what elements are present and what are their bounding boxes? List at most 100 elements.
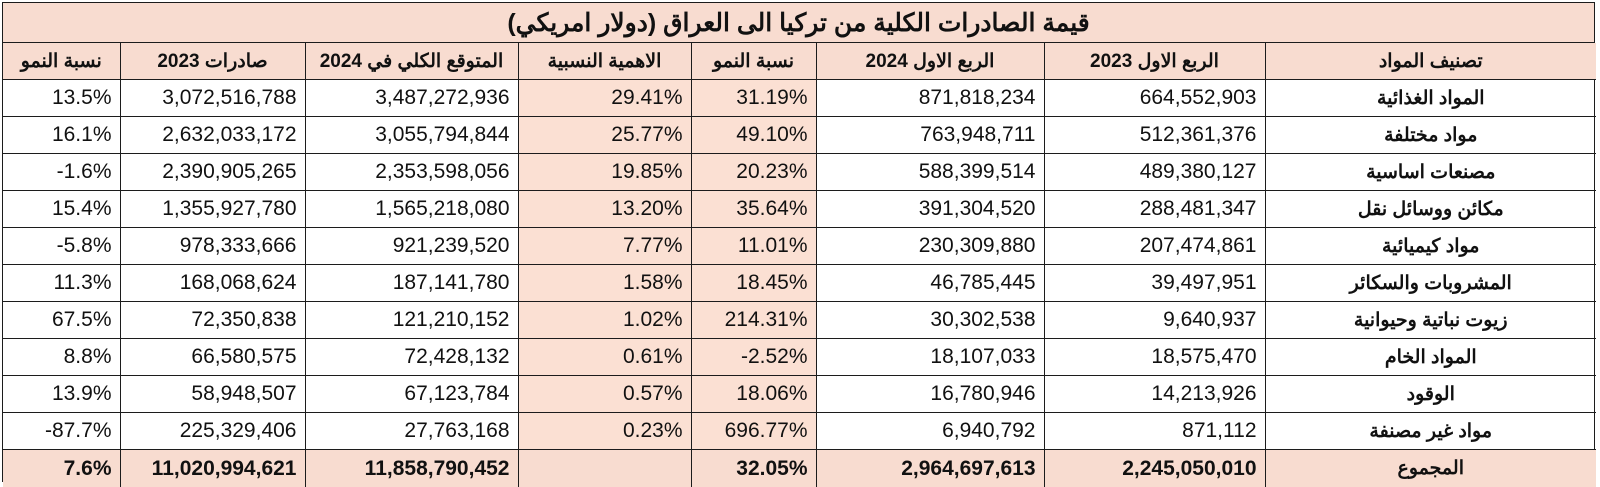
cell-growth-2023: 13.9% xyxy=(3,376,120,413)
cell-relative-importance: 7.77% xyxy=(518,228,691,265)
cell-category: المشروبات والسكائر xyxy=(1265,265,1596,302)
cell-expected-2024: 921,239,520 xyxy=(305,228,518,265)
header-exports-2023: صادرات 2023 xyxy=(120,43,305,80)
cell-category: المواد الغذائية xyxy=(1265,80,1596,117)
cell-category: مواد غير مصنفة xyxy=(1265,413,1596,450)
header-relative-importance: الاهمية النسبية xyxy=(518,43,691,80)
cell-category: الوقود xyxy=(1265,376,1596,413)
header-category: تصنيف المواد xyxy=(1265,43,1596,80)
cell-expected-2024: 3,487,272,936 xyxy=(305,80,518,117)
cell-growth-2023: -87.7% xyxy=(3,413,120,450)
cell-expected-2024: 121,210,152 xyxy=(305,302,518,339)
cell-q1-2024: 46,785,445 xyxy=(816,265,1044,302)
cell-expected-2024: 187,141,780 xyxy=(305,265,518,302)
total-cell-growth-q1: 32.05% xyxy=(691,450,816,487)
cell-exports-2023: 2,632,033,172 xyxy=(120,117,305,154)
cell-exports-2023: 225,329,406 xyxy=(120,413,305,450)
cell-expected-2024: 3,055,794,844 xyxy=(305,117,518,154)
cell-relative-importance: 1.02% xyxy=(518,302,691,339)
cell-growth-2023: -1.6% xyxy=(3,154,120,191)
cell-exports-2023: 72,350,838 xyxy=(120,302,305,339)
header-growth-2023: نسبة النمو xyxy=(3,43,120,80)
exports-table: نسبة النمو صادرات 2023 المتوقع الكلي في … xyxy=(3,43,1596,487)
cell-expected-2024: 72,428,132 xyxy=(305,339,518,376)
cell-expected-2024: 67,123,784 xyxy=(305,376,518,413)
cell-relative-importance: 19.85% xyxy=(518,154,691,191)
cell-relative-importance: 1.58% xyxy=(518,265,691,302)
cell-growth-q1: 11.01% xyxy=(691,228,816,265)
cell-q1-2024: 6,940,792 xyxy=(816,413,1044,450)
cell-expected-2024: 1,565,218,080 xyxy=(305,191,518,228)
cell-relative-importance: 0.61% xyxy=(518,339,691,376)
cell-exports-2023: 3,072,516,788 xyxy=(120,80,305,117)
cell-q1-2024: 30,302,538 xyxy=(816,302,1044,339)
cell-q1-2023: 39,497,951 xyxy=(1044,265,1265,302)
cell-q1-2023: 871,112 xyxy=(1044,413,1265,450)
cell-q1-2023: 14,213,926 xyxy=(1044,376,1265,413)
total-cell-relative-importance xyxy=(518,450,691,487)
header-q1-2024: الربع الاول 2024 xyxy=(816,43,1044,80)
cell-category: مكائن ووسائل نقل xyxy=(1265,191,1596,228)
cell-growth-q1: 18.06% xyxy=(691,376,816,413)
cell-q1-2023: 207,474,861 xyxy=(1044,228,1265,265)
cell-growth-q1: 49.10% xyxy=(691,117,816,154)
cell-q1-2023: 489,380,127 xyxy=(1044,154,1265,191)
cell-expected-2024: 2,353,598,056 xyxy=(305,154,518,191)
cell-growth-2023: 16.1% xyxy=(3,117,120,154)
cell-growth-2023: 13.5% xyxy=(3,80,120,117)
cell-growth-2023: 8.8% xyxy=(3,339,120,376)
cell-exports-2023: 58,948,507 xyxy=(120,376,305,413)
cell-q1-2023: 288,481,347 xyxy=(1044,191,1265,228)
cell-relative-importance: 13.20% xyxy=(518,191,691,228)
cell-q1-2024: 588,399,514 xyxy=(816,154,1044,191)
cell-growth-q1: 31.19% xyxy=(691,80,816,117)
table-title: قيمة الصادرات الكلية من تركيا الى العراق… xyxy=(3,3,1594,43)
cell-growth-2023: 15.4% xyxy=(3,191,120,228)
cell-q1-2024: 230,309,880 xyxy=(816,228,1044,265)
cell-category: زيوت نباتية وحيوانية xyxy=(1265,302,1596,339)
cell-category: مصنعات اساسية xyxy=(1265,154,1596,191)
header-expected-2024: المتوقع الكلي في 2024 xyxy=(305,43,518,80)
cell-q1-2023: 664,552,903 xyxy=(1044,80,1265,117)
cell-relative-importance: 0.57% xyxy=(518,376,691,413)
cell-q1-2023: 9,640,937 xyxy=(1044,302,1265,339)
header-row: نسبة النمو صادرات 2023 المتوقع الكلي في … xyxy=(3,43,1596,80)
cell-exports-2023: 978,333,666 xyxy=(120,228,305,265)
cell-growth-q1: 696.77% xyxy=(691,413,816,450)
total-cell-q1-2023: 2,245,050,010 xyxy=(1044,450,1265,487)
cell-category: مواد مختلفة xyxy=(1265,117,1596,154)
cell-growth-2023: -5.8% xyxy=(3,228,120,265)
cell-relative-importance: 25.77% xyxy=(518,117,691,154)
cell-category: مواد كيميائية xyxy=(1265,228,1596,265)
cell-growth-q1: 18.45% xyxy=(691,265,816,302)
total-cell-expected-2024: 11,858,790,452 xyxy=(305,450,518,487)
total-cell-exports-2023: 11,020,994,621 xyxy=(120,450,305,487)
cell-exports-2023: 1,355,927,780 xyxy=(120,191,305,228)
cell-growth-q1: 20.23% xyxy=(691,154,816,191)
cell-exports-2023: 2,390,905,265 xyxy=(120,154,305,191)
header-growth-q1: نسبة النمو xyxy=(691,43,816,80)
cell-q1-2024: 18,107,033 xyxy=(816,339,1044,376)
header-q1-2023: الربع الاول 2023 xyxy=(1044,43,1265,80)
cell-q1-2024: 391,304,520 xyxy=(816,191,1044,228)
cell-growth-q1: 214.31% xyxy=(691,302,816,339)
cell-relative-importance: 29.41% xyxy=(518,80,691,117)
cell-growth-q1: -2.52% xyxy=(691,339,816,376)
cell-growth-2023: 67.5% xyxy=(3,302,120,339)
cell-growth-q1: 35.64% xyxy=(691,191,816,228)
cell-expected-2024: 27,763,168 xyxy=(305,413,518,450)
cell-relative-importance: 0.23% xyxy=(518,413,691,450)
cell-q1-2024: 871,818,234 xyxy=(816,80,1044,117)
total-cell-category: المجموع xyxy=(1265,450,1596,487)
